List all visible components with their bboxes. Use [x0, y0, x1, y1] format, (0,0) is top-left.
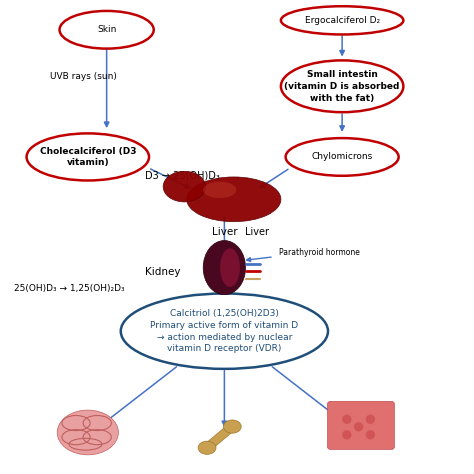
- Text: Chylomicrons: Chylomicrons: [311, 153, 373, 162]
- Circle shape: [342, 430, 352, 439]
- Polygon shape: [204, 423, 235, 451]
- Text: Small intestin
(vitamin D is absorbed
with the fat): Small intestin (vitamin D is absorbed wi…: [284, 70, 400, 102]
- Text: Parathyroid hormone: Parathyroid hormone: [279, 248, 359, 257]
- Text: Ergocalciferol D₂: Ergocalciferol D₂: [305, 16, 380, 25]
- Circle shape: [365, 430, 375, 439]
- Ellipse shape: [187, 177, 281, 222]
- Text: Cholecalciferol (D3
vitamin): Cholecalciferol (D3 vitamin): [39, 146, 136, 167]
- Ellipse shape: [220, 248, 240, 287]
- Text: Calcitriol (1,25(OH)2D3)
Primary active form of vitamin D
→ action mediated by n: Calcitriol (1,25(OH)2D3) Primary active …: [150, 309, 299, 354]
- Ellipse shape: [203, 182, 236, 198]
- Ellipse shape: [57, 410, 118, 455]
- Circle shape: [354, 422, 364, 431]
- Circle shape: [365, 415, 375, 424]
- Text: Liver: Liver: [211, 227, 237, 237]
- Text: Kidney: Kidney: [146, 267, 181, 277]
- Ellipse shape: [121, 293, 328, 369]
- Ellipse shape: [286, 138, 399, 176]
- Ellipse shape: [281, 6, 403, 35]
- Text: 25(OH)D₃ → 1,25(OH)₂D₃: 25(OH)D₃ → 1,25(OH)₂D₃: [14, 284, 124, 293]
- Ellipse shape: [163, 171, 206, 202]
- Text: Liver: Liver: [246, 227, 269, 237]
- Ellipse shape: [281, 60, 403, 112]
- Ellipse shape: [27, 133, 149, 181]
- Text: UVB rays (sun): UVB rays (sun): [50, 72, 117, 81]
- Ellipse shape: [223, 420, 241, 433]
- Ellipse shape: [203, 240, 246, 295]
- Text: Skin: Skin: [97, 25, 116, 34]
- Ellipse shape: [198, 441, 216, 455]
- Ellipse shape: [60, 11, 154, 49]
- Circle shape: [342, 415, 352, 424]
- Text: D3 → 25(OH)D₃: D3 → 25(OH)D₃: [145, 170, 219, 180]
- FancyBboxPatch shape: [328, 401, 394, 449]
